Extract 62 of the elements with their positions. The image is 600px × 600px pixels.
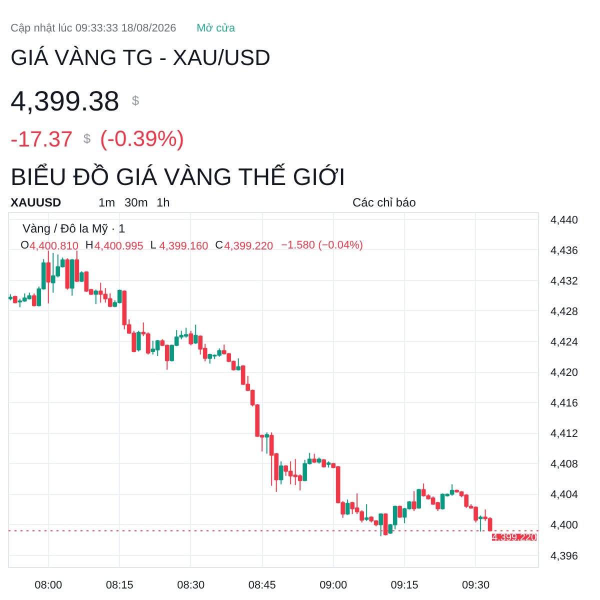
candlestick <box>236 358 241 372</box>
text: $ <box>83 131 92 146</box>
candlestick <box>193 324 198 344</box>
x-tick-label: 09:30 <box>462 580 490 592</box>
candlestick <box>46 250 51 304</box>
y-tick-label: 4,396 <box>550 550 578 562</box>
candlestick <box>136 330 141 352</box>
annotation: 4,400.810 <box>30 240 78 252</box>
text: XAUUSD <box>10 196 62 210</box>
x-tick-label: 08:15 <box>106 580 134 592</box>
candlestick <box>74 250 80 282</box>
chart-title: GIÁ VÀNG TG - XAU/USD <box>10 45 270 70</box>
candlestick <box>32 292 36 307</box>
annotation: H <box>85 240 94 252</box>
candlestick <box>364 504 369 522</box>
y-tick-label: 4,424 <box>550 336 578 349</box>
annotation: −1.580 (−0.04%) <box>281 240 364 252</box>
candlestick <box>79 270 84 282</box>
y-tick-label: 4,420 <box>550 367 578 380</box>
x-tick-label: 09:15 <box>390 580 418 592</box>
text: 1m <box>98 196 116 210</box>
text: Cập nhật lúc 09:33:33 18/08/2026 <box>10 22 176 34</box>
annotation: L <box>150 240 156 252</box>
y-tick-label: 4,404 <box>550 489 578 502</box>
text: Các chỉ báo <box>352 196 416 210</box>
x-tick-label: 09:00 <box>320 580 348 592</box>
candlestick <box>412 490 416 512</box>
text: -17.37 <box>10 126 73 152</box>
y-tick-label: 4,412 <box>550 428 578 440</box>
y-tick-label: 4,400 <box>550 520 578 532</box>
annotation: 4,399.220 <box>224 240 274 252</box>
annotation: 4,399.160 <box>159 240 208 252</box>
text: $ <box>132 93 140 108</box>
candlestick <box>278 460 284 485</box>
annotation: 4,400.995 <box>94 240 144 252</box>
annotation: C <box>215 240 224 252</box>
text: Mở cửa <box>196 22 236 34</box>
y-tick-label: 4,432 <box>550 275 578 288</box>
candlestick <box>264 432 270 454</box>
annotation: O <box>20 240 30 252</box>
candlestick <box>94 289 98 305</box>
text: 30m <box>124 196 148 210</box>
x-tick-label: 08:00 <box>34 580 62 592</box>
candlestick <box>312 453 316 464</box>
y-tick-label: 4,416 <box>550 398 578 410</box>
text: 1h <box>156 196 170 210</box>
candlestick <box>345 499 350 516</box>
candlestick <box>398 505 402 518</box>
x-tick-label: 08:30 <box>177 580 205 592</box>
x-tick-label: 08:45 <box>248 580 276 592</box>
ref-line-label: 4,399.220 <box>492 532 537 544</box>
chart-subtitle: BIỂU ĐỒ GIÁ VÀNG THẾ GIỚI <box>10 163 346 191</box>
text: 4,399.38 <box>10 86 120 116</box>
annotation: Vàng / Đô la Mỹ · 1 <box>22 222 126 236</box>
text: (-0.39%) <box>100 126 184 151</box>
candlestick <box>378 512 383 537</box>
candlestick <box>478 515 483 532</box>
y-tick-label: 4,408 <box>550 458 578 471</box>
y-tick-label: 4,440 <box>550 214 578 226</box>
candlestick <box>188 330 194 346</box>
y-tick-label: 4,436 <box>550 244 578 257</box>
y-tick-label: 4,428 <box>550 306 578 318</box>
